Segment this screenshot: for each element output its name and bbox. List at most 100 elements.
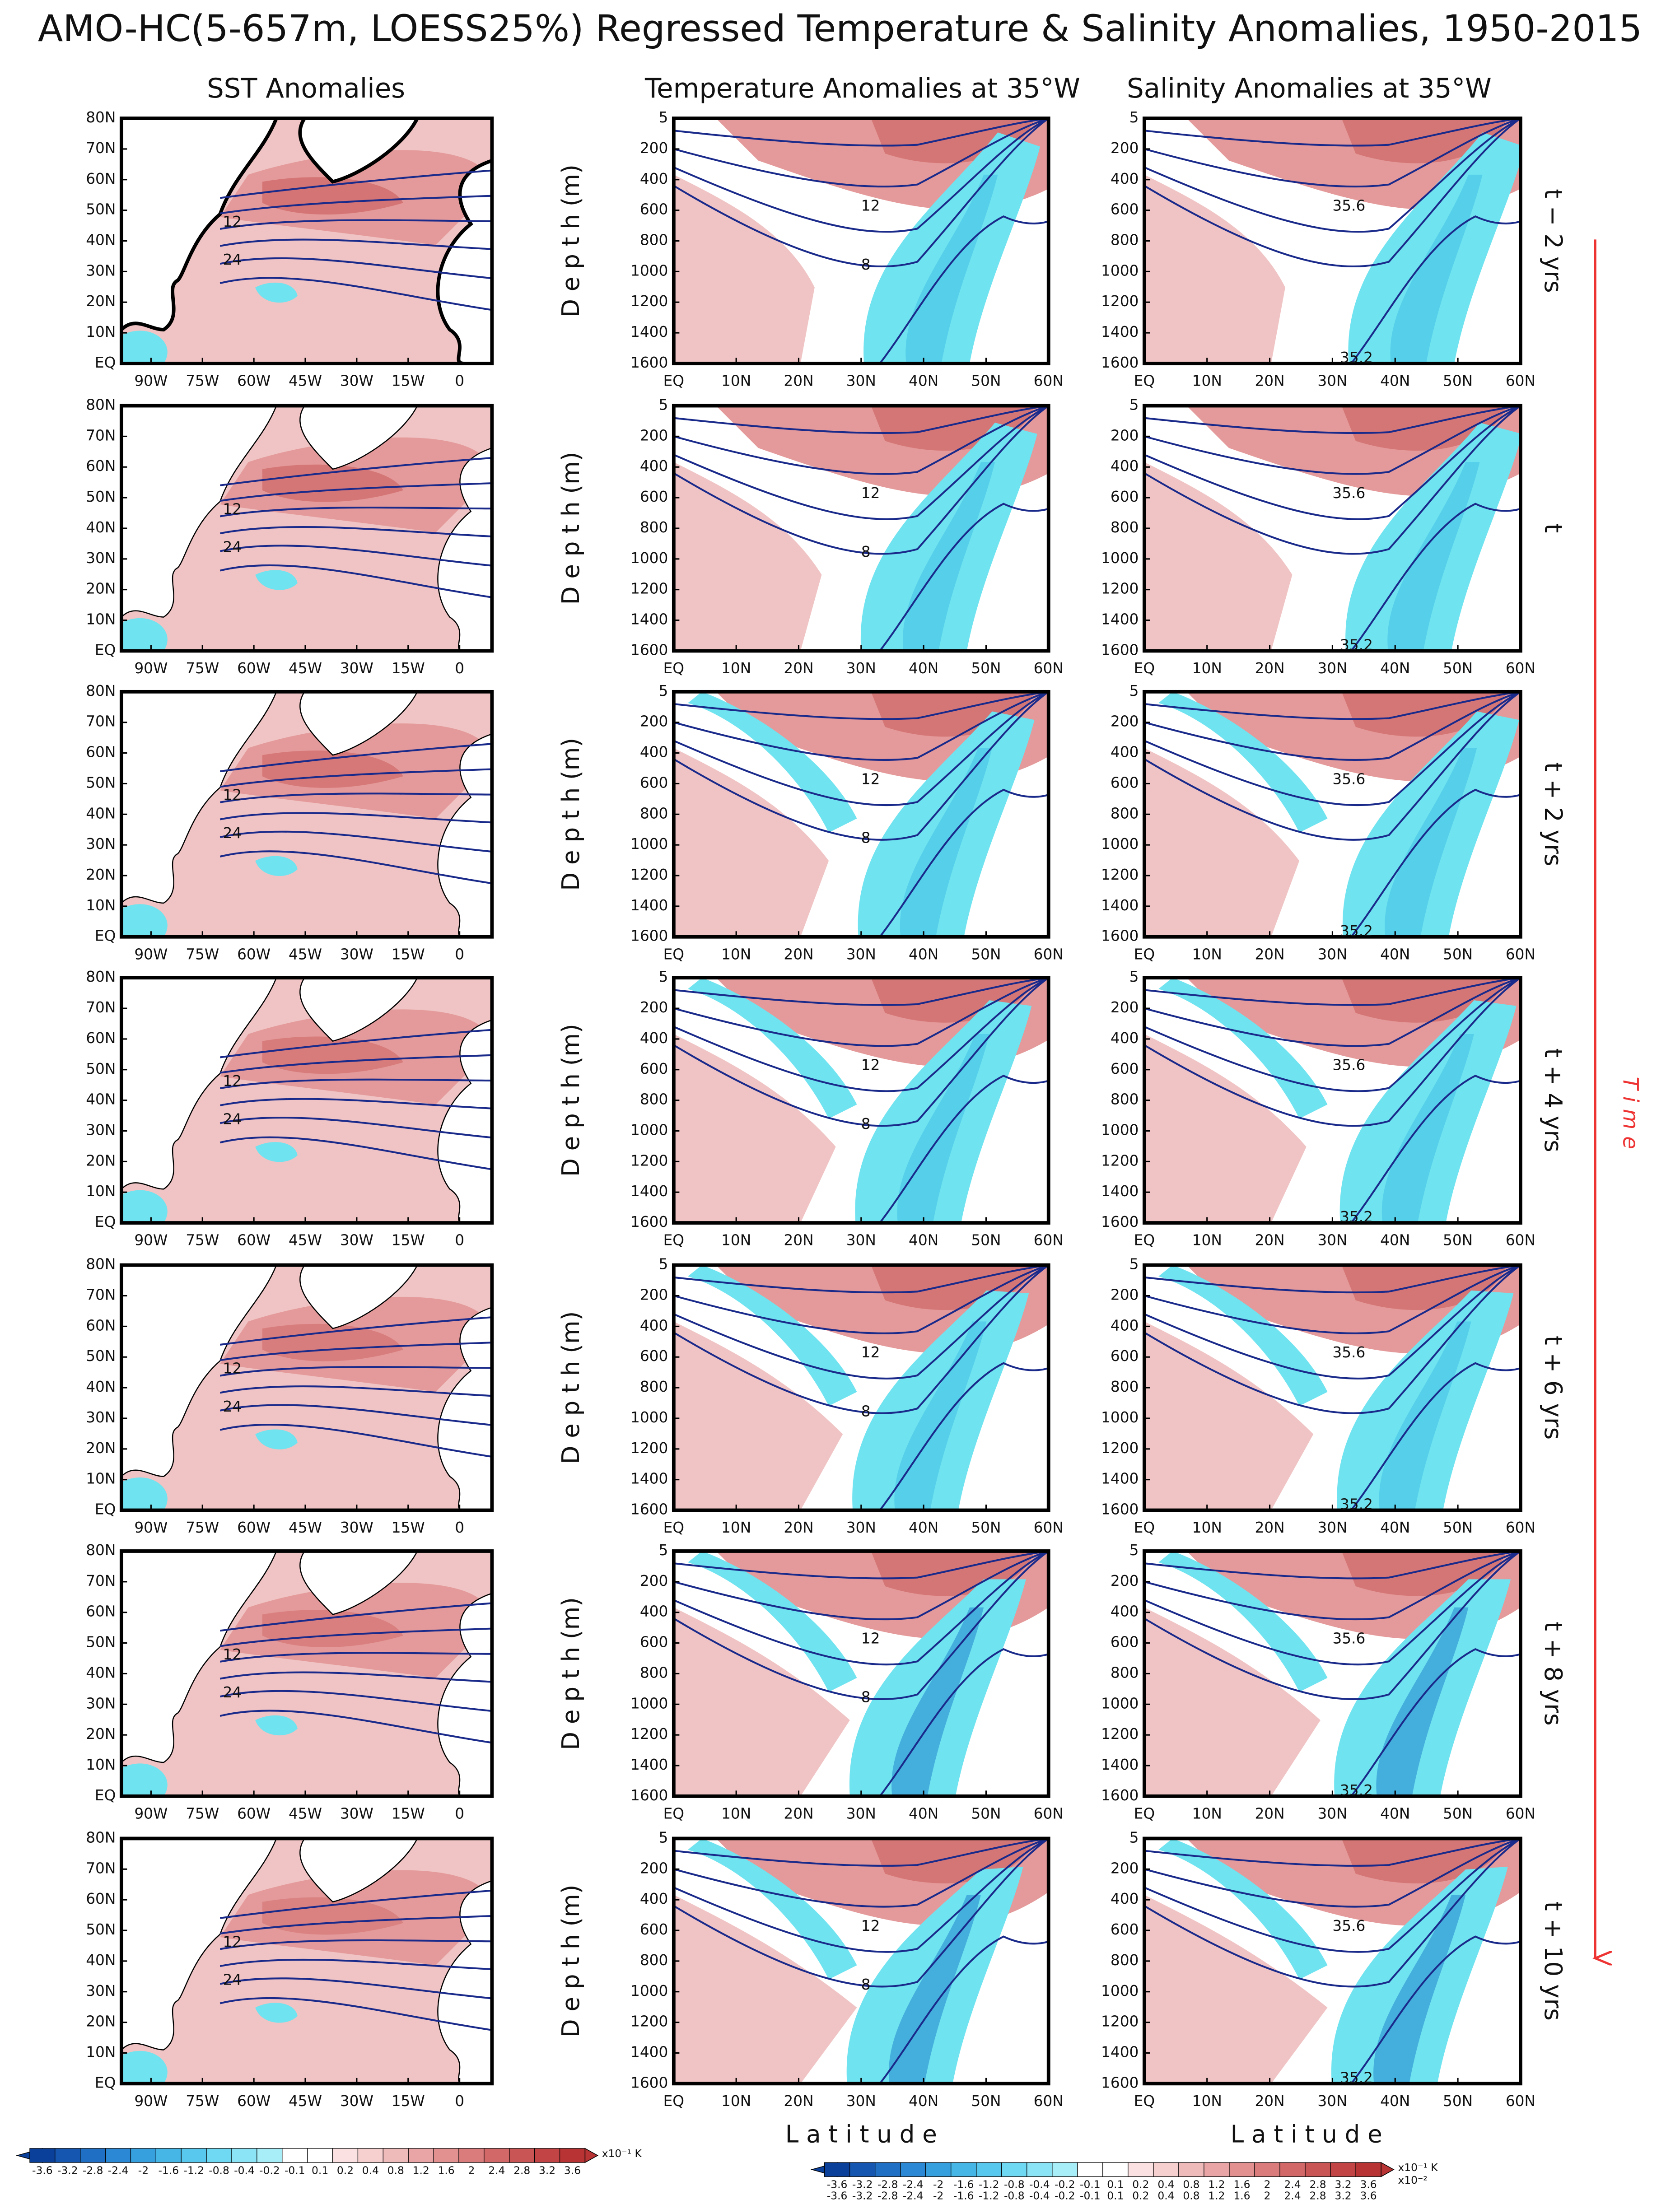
cold-anomaly (255, 856, 298, 876)
sst-contour (219, 277, 492, 311)
y-tick-label: 1200 (630, 1152, 668, 1169)
cold-anomaly (688, 1551, 857, 1692)
y-tick-label: 70N (86, 1572, 116, 1589)
contour-label: 12 (223, 1072, 242, 1090)
contour-label: 12 (861, 485, 880, 502)
y-tick-label: 1000 (630, 1695, 668, 1712)
y-tick-label: 1000 (1101, 1121, 1139, 1138)
y-tick-label: 20N (86, 866, 116, 883)
colorbar-tick-label: -0.1 (285, 2164, 305, 2176)
y-tick-label: 1200 (1101, 1725, 1139, 1743)
y-tick-label: 1400 (630, 323, 668, 340)
climatology-contour (673, 118, 1049, 188)
x-tick-label: 60W (237, 372, 271, 389)
y-tick-label: 1000 (630, 1121, 668, 1138)
sst-contour (219, 830, 492, 853)
colorbar-tick-label: 2 (1264, 2189, 1271, 2202)
cold-anomaly (121, 618, 168, 651)
climatology-contour (1144, 691, 1521, 841)
sst-contour (219, 1690, 492, 1712)
y-tick-label: 200 (640, 999, 668, 1016)
map-panel (121, 1551, 492, 1796)
y-tick-label: 1600 (1101, 1787, 1139, 1804)
colorbar-tick-label: -2.8 (877, 2178, 898, 2190)
x-tick-label: 90W (134, 1805, 168, 1822)
colorbar-cell (1254, 2162, 1280, 2177)
climatology-contour (1144, 1551, 1521, 1580)
colorbar-cell (1229, 2162, 1255, 2177)
climatology-contour (1144, 1551, 1521, 1666)
y-tick-label: 50N (86, 1347, 116, 1365)
climatology-contour (1144, 118, 1521, 268)
contour-label: 24 (223, 251, 242, 268)
contour-label: 24 (223, 825, 242, 842)
colorbar-cell (1128, 2162, 1154, 2177)
x-tick-label: 60W (237, 1805, 271, 1822)
x-tick-label: EQ (663, 1805, 684, 1822)
x-tick-label: 30N (846, 2092, 876, 2110)
x-tick-label: 60N (1034, 660, 1064, 677)
colorbar-cell (925, 2162, 952, 2177)
y-tick-label: 200 (1111, 140, 1139, 157)
y-tick-label: 600 (1111, 1347, 1139, 1365)
colorbar-cell (559, 2148, 586, 2163)
y-tick-label: 1600 (630, 2074, 668, 2091)
land (299, 978, 418, 1042)
sst-contour (219, 1029, 492, 1058)
y-axis-label: D e p t h (m) (557, 1885, 585, 2038)
sst-contour (219, 1098, 492, 1109)
y-tick-label: 1000 (630, 1409, 668, 1426)
y-tick-label: 1000 (630, 835, 668, 853)
y-tick-label: 5 (1129, 109, 1139, 126)
y-tick-label: 40N (86, 805, 116, 822)
row-label: t − 2 yrs (1539, 189, 1567, 293)
section-panel (673, 1265, 1049, 1510)
y-tick-label: 5 (1129, 1829, 1139, 1846)
x-tick-label: 60N (1034, 2092, 1064, 2110)
colorbar-cell (408, 2148, 434, 2163)
sst-contour (219, 792, 492, 803)
y-tick-label: 200 (640, 1286, 668, 1304)
climatology-contour (1144, 1838, 1521, 1867)
warm-anomaly (1144, 1607, 1321, 1796)
colorbar-tick-label: -0.8 (209, 2164, 229, 2176)
cold-anomaly (255, 570, 298, 590)
colorbar-tick-label: 2.8 (1309, 2189, 1326, 2202)
x-tick-label: 50N (971, 946, 1001, 963)
contour-label: 24 (223, 1684, 242, 1701)
y-tick-label: 400 (1111, 1317, 1139, 1334)
x-tick-label: 50N (1443, 1805, 1473, 1822)
colorbar-tick-label: 3.2 (539, 2164, 555, 2176)
x-tick-label: 10N (721, 1805, 751, 1822)
colorbar-cell (1052, 2162, 1078, 2177)
map-panel (121, 1838, 492, 2084)
x-tick-label: 30N (846, 660, 876, 677)
colorbar-tick-label: -2.4 (903, 2178, 924, 2190)
y-tick-label: 70N (86, 427, 116, 444)
x-tick-label: 50N (971, 1519, 1001, 1536)
colorbar-tick-label: 1.6 (1233, 2178, 1250, 2190)
contour-label: 8 (861, 1115, 871, 1132)
map-panel (121, 1265, 492, 1510)
x-tick-label: 50N (1443, 1519, 1473, 1536)
x-tick-label: 50N (971, 2092, 1001, 2110)
x-tick-label: 30N (846, 1519, 876, 1536)
cold-anomaly (688, 978, 857, 1119)
y-tick-label: 600 (1111, 774, 1139, 791)
colorbar-tick-label: -2 (933, 2189, 943, 2202)
y-tick-label: 50N (86, 201, 116, 218)
contour-label: 12 (223, 500, 242, 517)
x-tick-label: 0 (455, 1232, 464, 1249)
colorbar-tick-label: 2.8 (513, 2164, 530, 2176)
climatology-contour (1350, 1075, 1521, 1223)
y-tick-label: 600 (640, 1634, 668, 1651)
y-tick-label: 600 (1111, 201, 1139, 218)
y-tick-label: 400 (640, 1890, 668, 1907)
x-tick-label: 20N (1255, 2092, 1284, 2110)
y-tick-label: 20N (86, 1725, 116, 1743)
contour-label: 35.2 (1340, 923, 1373, 940)
colorbar-tick-label: 0.2 (1132, 2189, 1149, 2202)
y-tick-label: 5 (1129, 1542, 1139, 1559)
y-tick-label: 1400 (630, 611, 668, 628)
colorbar-cell (1001, 2162, 1027, 2177)
